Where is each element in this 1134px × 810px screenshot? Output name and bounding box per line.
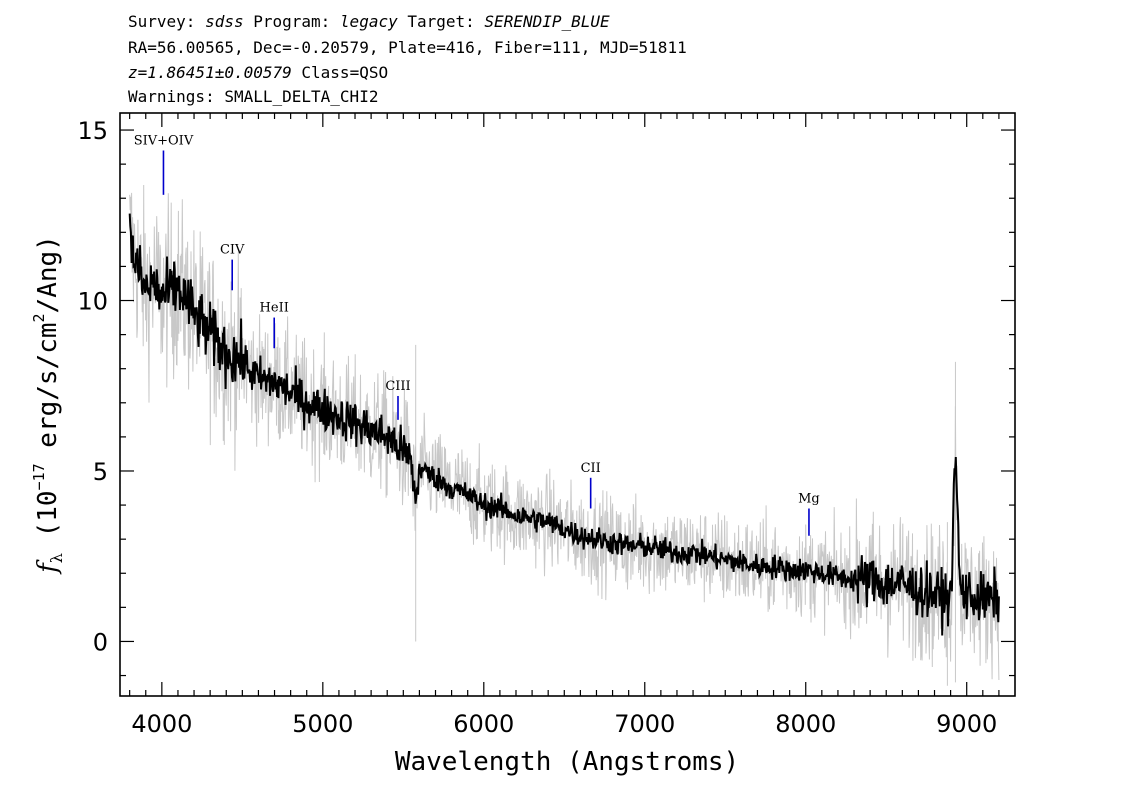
plot-frame (119, 112, 1016, 697)
x-tick-label: 4000 (131, 710, 192, 738)
y-tick-label: 15 (77, 117, 108, 145)
flux-series (128, 213, 1000, 636)
x-tick-label: 8000 (775, 710, 836, 738)
header-line-redshift: z=1.86451±0.00579 Class=QSO (128, 62, 388, 84)
header-line-warnings: Warnings: SMALL_DELTA_CHI2 (128, 87, 379, 106)
header-line-coordinates: RA=56.00565, Dec=-0.20579, Plate=416, Fi… (128, 38, 687, 57)
emission-line-label: SIV+OIV (134, 134, 194, 149)
target-label: Target: (397, 12, 485, 31)
x-tick-label: 9000 (936, 710, 997, 738)
emission-line-label: HeII (260, 301, 289, 316)
header-line-survey: Survey: sdss Program: legacy Target: SER… (128, 11, 610, 33)
emission-line-label: CIV (220, 243, 245, 258)
x-tick-label: 7000 (614, 710, 675, 738)
emission-line-label: CII (581, 461, 601, 476)
y-tick-label: 5 (93, 458, 108, 486)
redshift-value: z=1.86451±0.00579 (128, 63, 292, 82)
error-band (129, 184, 1000, 686)
error-band-path (129, 184, 1000, 681)
emission-line-label: Mg (798, 491, 820, 506)
program-label: Program: (243, 12, 340, 31)
survey-value: sdss (205, 12, 244, 31)
emission-line-markers: SIV+OIV CIV HeII CIII CII Mg (134, 134, 820, 536)
flux-path (128, 213, 1000, 636)
y-axis-title-text: fλ (10−17 erg/s/cm2/Ang) (30, 235, 66, 575)
survey-label: Survey: (128, 12, 206, 31)
x-tick-label: 5000 (292, 710, 353, 738)
y-tick-label: 10 (77, 288, 108, 316)
emission-line-label: CIII (385, 379, 410, 394)
x-tick-label: 6000 (453, 710, 514, 738)
class-value: Class=QSO (291, 63, 389, 82)
axis-ticks: 4000 5000 6000 7000 8000 9000 0 5 10 15 (77, 113, 1015, 738)
x-axis-title: Wavelength (Angstroms) (395, 747, 739, 777)
target-value: SERENDIP_BLUE (484, 12, 610, 31)
y-tick-label: 0 (93, 628, 108, 656)
y-axis-title: fλ (10−17 erg/s/cm2/Ang) (30, 235, 66, 575)
program-value: legacy (339, 12, 398, 31)
